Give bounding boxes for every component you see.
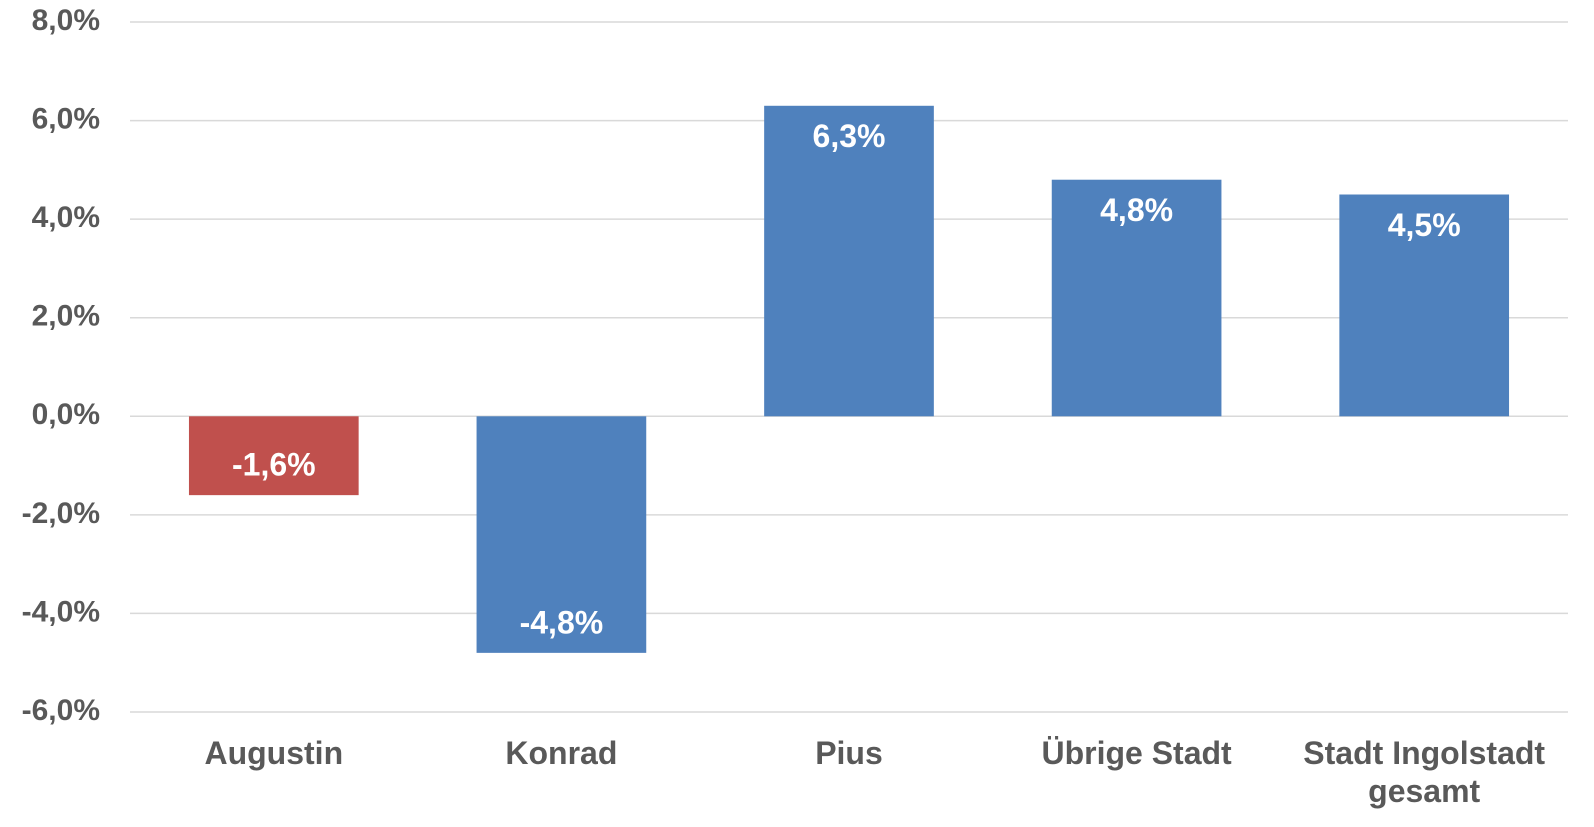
- bar: [1051, 179, 1222, 417]
- y-tick-label: -2,0%: [22, 497, 100, 530]
- value-label: 4,8%: [1100, 192, 1173, 228]
- x-tick-label: Konrad: [505, 735, 618, 771]
- value-label: 4,5%: [1388, 207, 1461, 243]
- x-tick-label: Stadt Ingolstadt gesamt: [1303, 735, 1546, 809]
- y-tick-label: 8,0%: [32, 4, 100, 37]
- y-tick-label: -4,0%: [22, 595, 100, 628]
- bar: [188, 416, 359, 496]
- x-tick-label: Pius: [815, 735, 883, 771]
- x-tick-label: Übrige Stadt: [1041, 735, 1232, 771]
- y-tick-label: 0,0%: [32, 398, 100, 431]
- y-tick-label: 2,0%: [32, 300, 100, 333]
- x-tick-label: Augustin: [204, 735, 344, 771]
- y-tick-label: 6,0%: [32, 102, 100, 135]
- y-tick-label: 4,0%: [32, 201, 100, 234]
- bar: [1339, 194, 1510, 417]
- bar: [764, 105, 934, 417]
- bar: [476, 416, 647, 653]
- value-label: -4,8%: [520, 604, 604, 640]
- y-tick-label: -6,0%: [22, 694, 100, 727]
- value-label: 6,3%: [813, 118, 886, 154]
- value-label: -1,6%: [232, 447, 316, 483]
